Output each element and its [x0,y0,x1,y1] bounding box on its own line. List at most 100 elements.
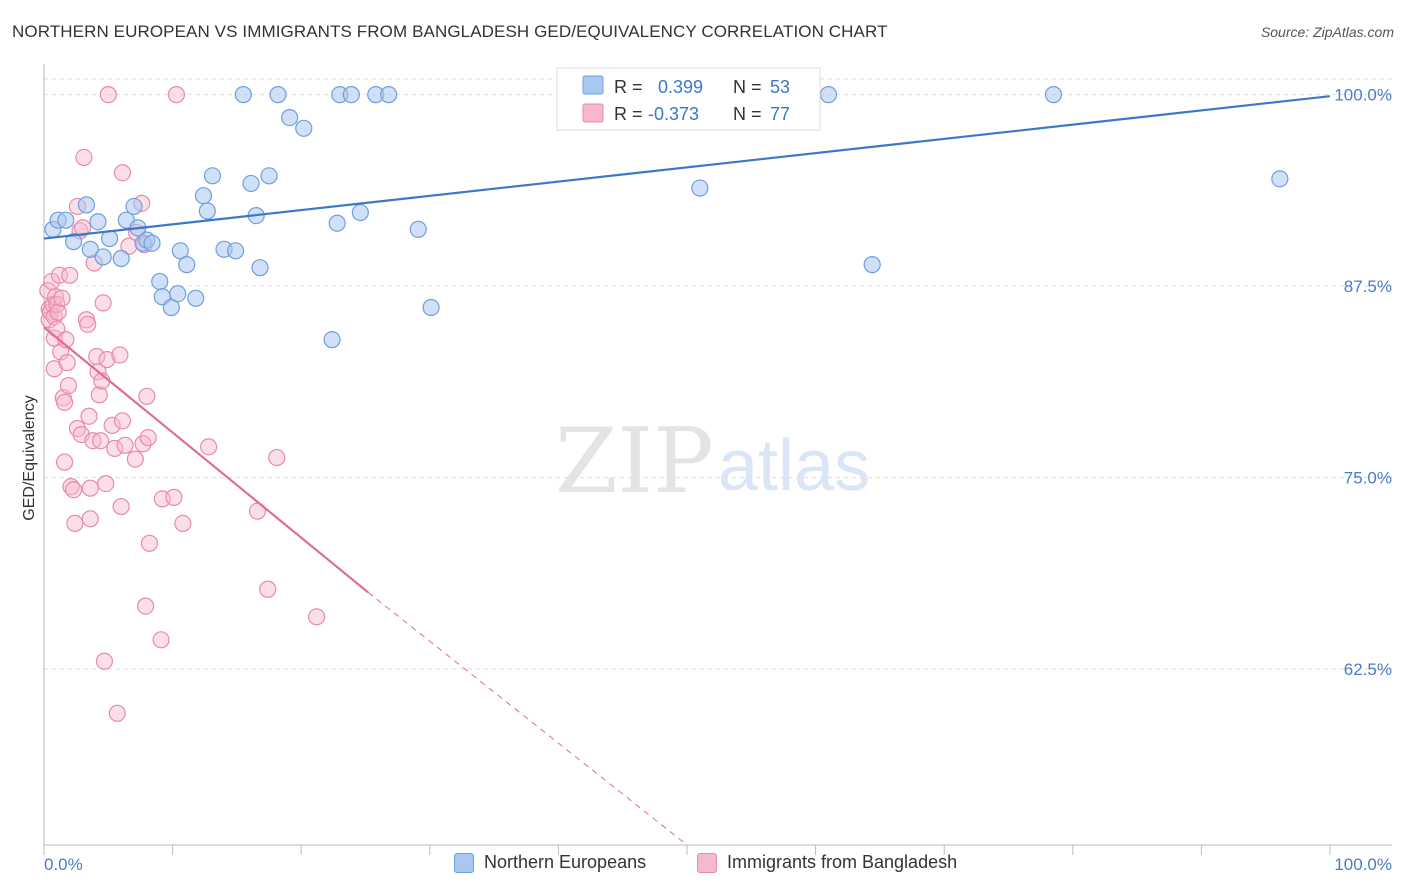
y-tick-label: 62.5% [1344,660,1392,679]
pink-point [99,86,117,104]
stats-pink-n-label: N = [733,104,762,124]
legend-label-blue: Northern Europeans [484,852,647,872]
pink-point [79,315,97,333]
pink-point [108,704,126,722]
pink-point [268,448,286,467]
blue-point [227,242,245,260]
pink-point [200,438,218,456]
legend-label-pink: Immigrants from Bangladesh [727,852,958,872]
pink-point [138,387,156,405]
blue-point [178,256,196,274]
stats-blue-n-label: N = [733,77,762,97]
chart-title: NORTHERN EUROPEAN VS IMMIGRANTS FROM BAN… [12,22,888,41]
blue-point [1044,86,1063,104]
pink-point [165,488,183,506]
pink-points [39,86,326,722]
blue-point [81,240,99,258]
blue-point [203,167,222,185]
pink-point [103,416,121,435]
blue-point [328,214,346,232]
pink-point [116,436,134,454]
stats-blue-swatch [582,75,604,95]
blue-point [863,256,881,274]
y-axis-label: GED/Equivalency [21,395,38,520]
y-tick-label: 75.0% [1344,468,1392,487]
blue-point [1271,170,1289,188]
blue-point [187,289,205,307]
trend-lines [43,95,1331,846]
pink-point [174,514,192,533]
axes [43,64,1392,855]
pink-point [259,580,277,598]
pink-point [64,481,83,499]
blue-point [409,220,427,238]
legend-item-northern-europeans[interactable]: Northern Europeans [454,852,646,873]
stats-blue-n-value: 53 [770,77,790,97]
pink-point [55,393,74,412]
blue-trend-line [43,95,1331,240]
blue-point [169,285,187,303]
stats-pink-r-label: R = [614,104,643,124]
y-tick-label: 100.0% [1334,86,1392,105]
pink-point [152,631,170,649]
pink-point [136,597,155,615]
blue-point [295,119,313,137]
blue-point [194,187,213,205]
stats-blue-r-value: 0.399 [658,77,703,97]
legend-item-immigrants-bangladesh[interactable]: Immigrants from Bangladesh [697,852,957,873]
stats-pink-swatch [582,103,604,123]
stats-pink-n-value: 77 [770,104,790,124]
pink-point [80,407,98,425]
pink-point [75,148,93,167]
pink-point [90,386,108,404]
watermark-zip: ZIP [555,409,714,514]
pink-point [113,164,132,182]
y-tick-label: 87.5% [1344,277,1392,296]
blue-point [351,203,369,222]
pink-point [59,376,78,395]
blue-point [323,331,341,349]
pink-point [55,453,74,471]
blue-point [281,108,299,127]
pink-trend-line [43,326,369,594]
pink-point [58,354,76,372]
blue-point [342,86,360,104]
pink-point [139,429,157,447]
blue-point [112,249,130,268]
blue-point [251,259,269,277]
grid-lines [44,78,1392,670]
watermark: ZIP atlas [555,409,870,514]
blue-point [77,196,96,214]
stats-pink-r-value: -0.373 [648,104,699,124]
pink-trend-extension [367,591,688,846]
blue-point [94,248,112,266]
pink-point [91,432,110,450]
blue-point [125,197,143,216]
blue-point [143,234,161,252]
blue-point [260,167,278,185]
blue-point [162,298,180,317]
pink-point [81,479,99,497]
stats-blue-r-label: R = [614,77,643,97]
pink-point [81,510,99,528]
pink-point [140,534,159,552]
legend-swatch-pink [697,852,717,873]
source-note: Source: ZipAtlas.com [1260,24,1394,40]
blue-point [198,202,216,220]
pink-point [49,303,67,321]
watermark-atlas: atlas [718,426,870,506]
y-tick-labels: 62.5% 75.0% 87.5% 100.0% [1334,86,1392,679]
pink-point [95,652,114,670]
blue-point [151,272,169,291]
blue-point [171,242,189,260]
blue-point [422,298,440,317]
pink-point [167,86,186,104]
blue-point [380,86,398,104]
pink-point [73,219,92,237]
pink-point [308,608,326,626]
pink-point [112,497,130,516]
x-tick-label-max: 100.0% [1334,855,1392,874]
x-tick-label-min: 0.0% [44,855,83,874]
pink-point [98,350,116,369]
